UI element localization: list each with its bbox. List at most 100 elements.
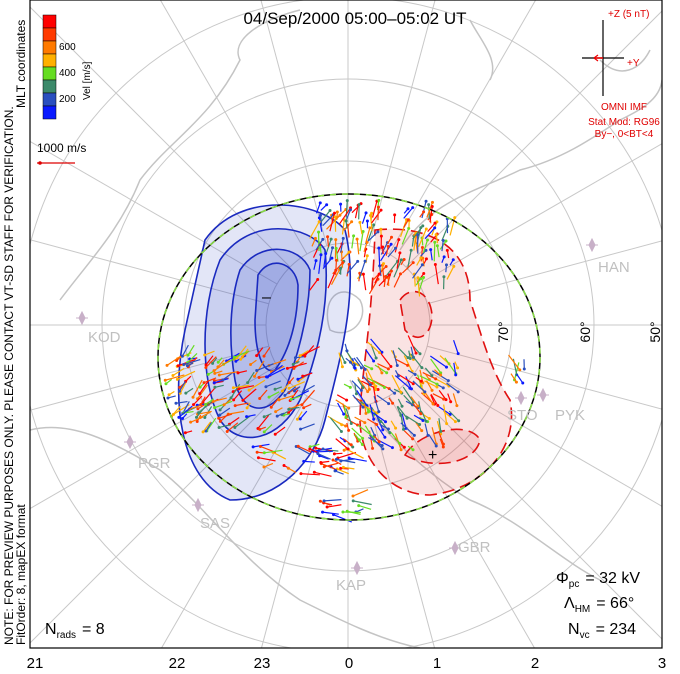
velocity-vector — [338, 352, 343, 367]
velocity-vector — [351, 380, 362, 391]
meridian-line — [30, 140, 278, 285]
velocity-vector — [397, 373, 414, 385]
velocity-vector — [230, 383, 241, 399]
radar-station-icon — [76, 310, 88, 326]
velocity-vector-dot — [378, 351, 382, 355]
velocity-vector — [334, 470, 344, 475]
velocity-vector — [309, 279, 319, 291]
velocity-vector-dot — [395, 363, 399, 367]
velocity-vector — [253, 360, 265, 377]
meridian-line — [30, 345, 269, 411]
velocity-vector — [378, 274, 390, 287]
velocity-vector — [453, 339, 459, 354]
radar-station-icon — [515, 390, 527, 406]
imf-source: OMNI IMF — [601, 102, 647, 113]
velocity-vector — [413, 414, 424, 421]
colorbar-swatch — [42, 40, 57, 55]
velocity-vector — [268, 391, 280, 398]
velocity-vector-dot — [379, 420, 383, 424]
velocity-vector — [342, 438, 352, 446]
velocity-vector — [187, 344, 195, 356]
velocity-vector-dot — [199, 403, 203, 407]
meridian-line — [30, 6, 291, 268]
velocity-vector-dot — [399, 413, 403, 417]
velocity-vector — [346, 261, 359, 274]
velocity-vector-dot — [312, 470, 316, 474]
velocity-vector-dot — [445, 248, 449, 252]
velocity-vector-dot — [286, 466, 290, 470]
velocity-vector — [370, 426, 376, 436]
velocity-vector — [248, 379, 266, 391]
velocity-vector — [337, 402, 345, 415]
velocity-vector-dot — [252, 374, 256, 378]
velocity-vector — [274, 426, 286, 435]
velocity-vector — [258, 457, 276, 462]
velocity-vector — [301, 346, 320, 356]
colorbar: 600 400 200 — [42, 14, 76, 120]
velocity-vector-dot — [419, 412, 423, 416]
velocity-vector — [330, 269, 341, 285]
velocity-vector-dot — [419, 277, 423, 281]
velocity-vector-dot — [175, 377, 179, 381]
velocity-vector-dot — [319, 460, 323, 464]
velocity-vector-dot — [358, 220, 362, 224]
velocity-vector-dot — [347, 428, 351, 432]
velocity-vector-dot — [521, 381, 525, 385]
velocity-vector-dot — [400, 404, 404, 408]
velocity-vector — [327, 270, 337, 289]
velocity-vector-dot — [321, 447, 325, 451]
velocity-vector — [377, 363, 389, 370]
velocity-vector-dot — [377, 246, 381, 250]
velocity-vector — [373, 396, 380, 412]
velocity-vector — [315, 202, 321, 214]
velocity-vector-dot — [366, 410, 370, 414]
velocity-vector-dot — [203, 416, 207, 420]
velocity-vector-dot — [218, 413, 222, 417]
velocity-vector-dot — [430, 200, 434, 204]
velocity-vector-dot — [229, 396, 233, 400]
velocity-vector — [264, 449, 283, 454]
velocity-vector — [412, 225, 424, 240]
velocity-vector-dot — [420, 245, 424, 249]
velocity-vector — [379, 265, 382, 277]
velocity-vector-dot — [324, 252, 328, 256]
velocity-vector — [345, 448, 364, 459]
velocity-vector — [358, 504, 372, 510]
velocity-vector-dot — [351, 499, 355, 503]
velocity-vector — [304, 345, 315, 357]
n-rads: Nrads = 8 — [45, 621, 105, 641]
n-vc: Nvc = 234 — [568, 621, 636, 641]
velocity-vector — [396, 406, 402, 416]
velocity-vector-dot — [390, 235, 394, 239]
velocity-vector — [356, 239, 360, 255]
velocity-vector — [263, 462, 274, 468]
velocity-vector-dot — [433, 226, 437, 230]
velocity-vector — [206, 417, 217, 432]
velocity-vector — [337, 468, 349, 475]
velocity-vector-dot — [380, 443, 384, 447]
velocity-vector — [356, 390, 368, 407]
velocity-vector — [353, 500, 372, 506]
velocity-vector — [347, 225, 350, 238]
velocity-vector — [178, 405, 193, 418]
velocity-vector — [267, 367, 286, 378]
velocity-vector-dot — [239, 357, 243, 361]
velocity-vector-dot — [273, 432, 277, 436]
velocity-vector — [321, 463, 336, 470]
velocity-vector-dot — [442, 255, 446, 259]
velocity-vector-dot — [343, 360, 347, 364]
meridian-line — [161, 395, 308, 648]
velocity-vector — [238, 385, 255, 390]
velocity-vector — [410, 353, 423, 368]
velocity-vector — [235, 402, 249, 407]
velocity-vector-dot — [339, 202, 343, 206]
velocity-vector — [219, 407, 231, 416]
velocity-vector — [424, 367, 433, 376]
velocity-vector-dot — [368, 226, 372, 230]
velocity-vector — [376, 394, 389, 405]
velocity-vector — [351, 427, 364, 439]
velocity-vector-dot — [347, 456, 351, 460]
velocity-vector-dot — [399, 272, 403, 276]
velocity-vector — [205, 421, 213, 432]
meridian-line — [260, 0, 328, 246]
